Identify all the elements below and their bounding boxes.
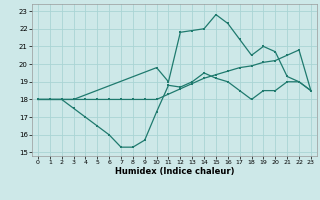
X-axis label: Humidex (Indice chaleur): Humidex (Indice chaleur) <box>115 167 234 176</box>
